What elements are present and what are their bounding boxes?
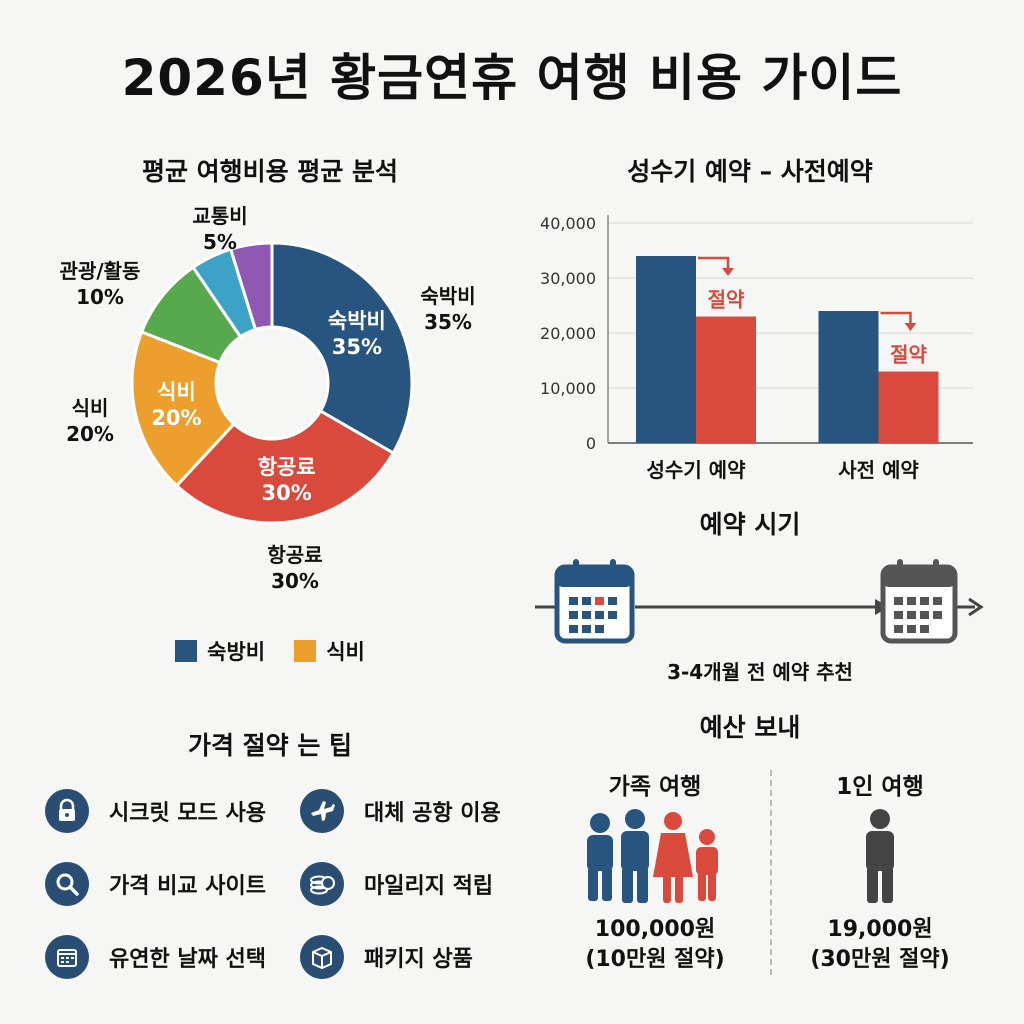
timeline-graphic: [535, 559, 984, 644]
tip-mileage: 마일리지 적립: [300, 862, 493, 906]
bar-category-label-0: 성수기 예약: [647, 458, 747, 482]
pie-outer-label-tourism: 관광/활동 10%: [35, 258, 165, 310]
page-title: 2026년 황금연휴 여행 비용 가이드: [121, 49, 903, 107]
pie-outer-label-transport-pct: 5%: [203, 230, 237, 254]
bar-1-1: [878, 371, 939, 443]
tip-label-alt-airport: 대체 공항 이용: [364, 801, 501, 826]
legend-item-food: 식비: [294, 636, 365, 666]
budget-family-label: 가족 여행: [608, 774, 702, 800]
pie-slice-1: [174, 408, 396, 525]
pie-inner-pct-2: 20%: [151, 406, 201, 430]
tip-incognito: 시크릿 모드 사용: [45, 789, 266, 833]
tip-label-flexible-dates: 유연한 날짜 선택: [109, 947, 266, 972]
bar-1-0: [818, 311, 879, 443]
bar-chart-title: 성수기 예약 – 사전예약: [627, 157, 873, 186]
tip-label-mileage: 마일리지 적립: [364, 874, 494, 899]
pie-outer-label-lodging-pct: 35%: [424, 310, 472, 334]
pie-outer-label-airfare: 항공료 30%: [240, 542, 350, 594]
pie-outer-label-airfare-pct: 30%: [271, 569, 319, 593]
budget-divider: [770, 770, 772, 975]
savings-arrow-0: [698, 256, 730, 270]
legend-swatch-lodging: [175, 640, 198, 662]
bar-ytick-label-0: 0: [586, 434, 596, 453]
timeline-title: 예약 시기: [699, 510, 801, 539]
calendar-start-icon: [554, 559, 635, 644]
pie-outer-label-lodging: 숙박비 35%: [398, 283, 498, 335]
budget-title: 예산 보내: [699, 713, 801, 742]
pie-outer-label-transport: 교통비 5%: [170, 203, 270, 255]
bar-ytick-label-3: 30,000: [540, 269, 596, 288]
pie-slice-5: [228, 241, 274, 332]
pie-outer-label-airfare-name: 항공료: [267, 543, 323, 567]
pie-chart-title: 평균 여행비용 평균 분석: [141, 157, 399, 186]
tip-compare: 가격 비교 사이트: [45, 862, 266, 906]
tip-flexible-dates: 유연한 날짜 선택: [45, 935, 266, 979]
lock-icon: [45, 789, 89, 833]
bar-0-1: [696, 316, 756, 443]
pie-legend: 숙방비 식비: [60, 636, 480, 666]
pie-inner-label-0: 숙박비: [328, 309, 386, 333]
budget-solo-note: (30만원 절약): [810, 947, 950, 972]
budget-family-note: (10만원 절약): [585, 947, 725, 972]
savings-label-0: 절약: [708, 288, 745, 312]
budget-solo-label: 1인 여행: [836, 774, 924, 800]
pie-outer-label-tourism-name: 관광/활동: [59, 259, 141, 283]
pie-slice-0: [270, 241, 414, 456]
timeline-caption: 3-4개월 전 예약 추천: [667, 660, 853, 684]
pie-inner-pct-1: 30%: [261, 481, 311, 505]
package-icon: [300, 935, 344, 979]
bar-ytick-label-4: 40,000: [540, 214, 596, 233]
pie-slice-2: [130, 329, 237, 488]
family-people-icon: [587, 809, 718, 903]
savings-arrowhead-0: [722, 268, 734, 276]
pie-inner-label-1: 항공료: [258, 455, 316, 479]
tip-label-package: 패키지 상품: [364, 947, 473, 972]
pie-outer-label-tourism-pct: 10%: [76, 285, 124, 309]
solo-person-icon: [866, 809, 894, 903]
tip-package: 패키지 상품: [300, 935, 473, 979]
pie-inner-pct-0: 35%: [332, 335, 382, 359]
calendar-end-icon: [880, 559, 958, 644]
tip-alt-airport: 대체 공항 이용: [300, 789, 501, 833]
legend-label-lodging: 숙방비: [207, 640, 266, 664]
airplane-icon: [300, 789, 344, 833]
calendar-icon: [45, 935, 89, 979]
savings-label-1: 절약: [890, 343, 927, 367]
bar-ytick-label-2: 20,000: [540, 324, 596, 343]
budget-family-price: 100,000원: [594, 917, 716, 942]
budget-solo-price: 19,000원: [827, 917, 933, 942]
tip-label-incognito: 시크릿 모드 사용: [109, 801, 266, 826]
savings-arrowhead-1: [904, 323, 917, 331]
pie-outer-label-transport-name: 교통비: [192, 204, 248, 228]
bar-ytick-label-1: 10,000: [540, 379, 596, 398]
budget-solo-price-block: 19,000원 (30만원 절약): [790, 915, 970, 975]
budget-family-price-block: 100,000원 (10만원 절약): [565, 915, 745, 975]
bar-category-label-1: 사전 예약: [838, 458, 919, 482]
pie-outer-label-lodging-name: 숙박비: [420, 284, 476, 308]
pie-outer-label-food-name: 식비: [71, 396, 109, 420]
savings-arrow-1: [880, 311, 912, 325]
bar-0-0: [636, 256, 696, 443]
pie-outer-label-food-pct: 20%: [66, 422, 114, 446]
pie-outer-label-food: 식비 20%: [40, 395, 140, 447]
magnifier-icon: [45, 862, 89, 906]
tip-label-compare: 가격 비교 사이트: [109, 874, 266, 899]
legend-swatch-food: [294, 640, 317, 662]
legend-label-food: 식비: [326, 640, 365, 664]
pie-inner-label-2: 식비: [157, 380, 196, 404]
legend-item-lodging: 숙방비: [175, 636, 265, 666]
tips-title: 가격 절약 는 팁: [187, 731, 353, 760]
coins-icon: [300, 862, 344, 906]
